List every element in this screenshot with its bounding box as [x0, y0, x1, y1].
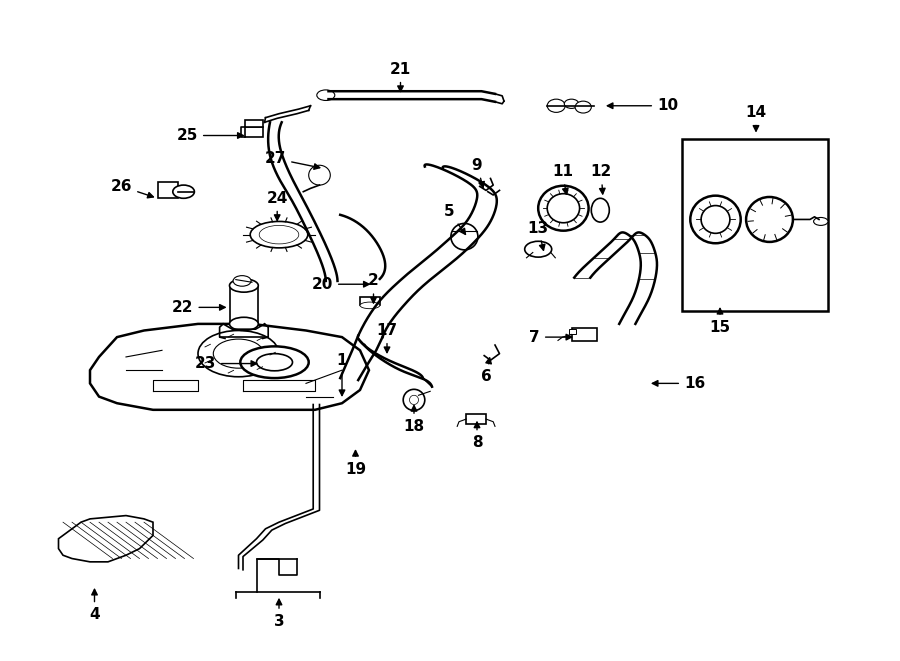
Text: 8: 8 — [472, 422, 482, 450]
Text: 18: 18 — [403, 406, 425, 434]
Ellipse shape — [564, 99, 579, 108]
Ellipse shape — [246, 359, 267, 371]
Text: 12: 12 — [590, 165, 612, 194]
Bar — [230, 286, 258, 324]
Text: 25: 25 — [176, 128, 243, 143]
Text: 24: 24 — [266, 191, 288, 220]
Text: 13: 13 — [527, 221, 549, 251]
Text: 1: 1 — [337, 353, 347, 395]
Bar — [158, 182, 178, 198]
Text: 3: 3 — [274, 600, 284, 629]
Polygon shape — [90, 324, 369, 410]
Bar — [682, 139, 828, 311]
Text: 17: 17 — [376, 323, 398, 352]
Ellipse shape — [233, 276, 251, 286]
Text: 7: 7 — [529, 330, 572, 344]
Ellipse shape — [213, 339, 264, 368]
Ellipse shape — [230, 279, 258, 292]
Ellipse shape — [591, 198, 609, 222]
Text: 19: 19 — [345, 451, 366, 477]
Ellipse shape — [814, 217, 828, 225]
Polygon shape — [58, 516, 153, 562]
Ellipse shape — [240, 346, 309, 378]
Text: 20: 20 — [311, 277, 369, 292]
Text: 5: 5 — [444, 204, 465, 235]
Bar — [245, 120, 263, 127]
Ellipse shape — [525, 241, 552, 257]
Text: 6: 6 — [481, 358, 491, 384]
Ellipse shape — [410, 395, 418, 405]
Text: 16: 16 — [652, 376, 706, 391]
Text: 15: 15 — [709, 309, 731, 334]
Ellipse shape — [575, 101, 591, 113]
Ellipse shape — [259, 225, 299, 244]
Ellipse shape — [198, 330, 279, 377]
Ellipse shape — [547, 99, 565, 112]
Text: 2: 2 — [368, 274, 379, 303]
Text: 11: 11 — [552, 165, 573, 194]
Text: 21: 21 — [390, 62, 411, 91]
Bar — [572, 328, 597, 341]
Bar — [245, 127, 263, 137]
Ellipse shape — [230, 317, 258, 330]
Bar — [569, 329, 576, 334]
Ellipse shape — [690, 196, 741, 243]
Ellipse shape — [173, 185, 194, 198]
Ellipse shape — [547, 194, 580, 223]
Bar — [466, 414, 486, 424]
Ellipse shape — [538, 186, 589, 231]
Ellipse shape — [317, 90, 335, 100]
Text: 9: 9 — [472, 158, 484, 188]
Ellipse shape — [309, 165, 330, 185]
Ellipse shape — [451, 223, 478, 250]
Ellipse shape — [403, 389, 425, 410]
Text: 10: 10 — [608, 98, 678, 113]
Ellipse shape — [746, 197, 793, 242]
Bar — [360, 297, 380, 305]
Text: 26: 26 — [111, 179, 153, 198]
Ellipse shape — [256, 354, 292, 371]
Ellipse shape — [360, 302, 380, 309]
Text: 14: 14 — [745, 105, 767, 131]
Text: 27: 27 — [265, 151, 319, 169]
Text: 4: 4 — [89, 590, 100, 622]
Ellipse shape — [701, 206, 730, 233]
Text: 23: 23 — [194, 356, 256, 371]
Text: 22: 22 — [172, 300, 225, 315]
Ellipse shape — [250, 221, 308, 248]
